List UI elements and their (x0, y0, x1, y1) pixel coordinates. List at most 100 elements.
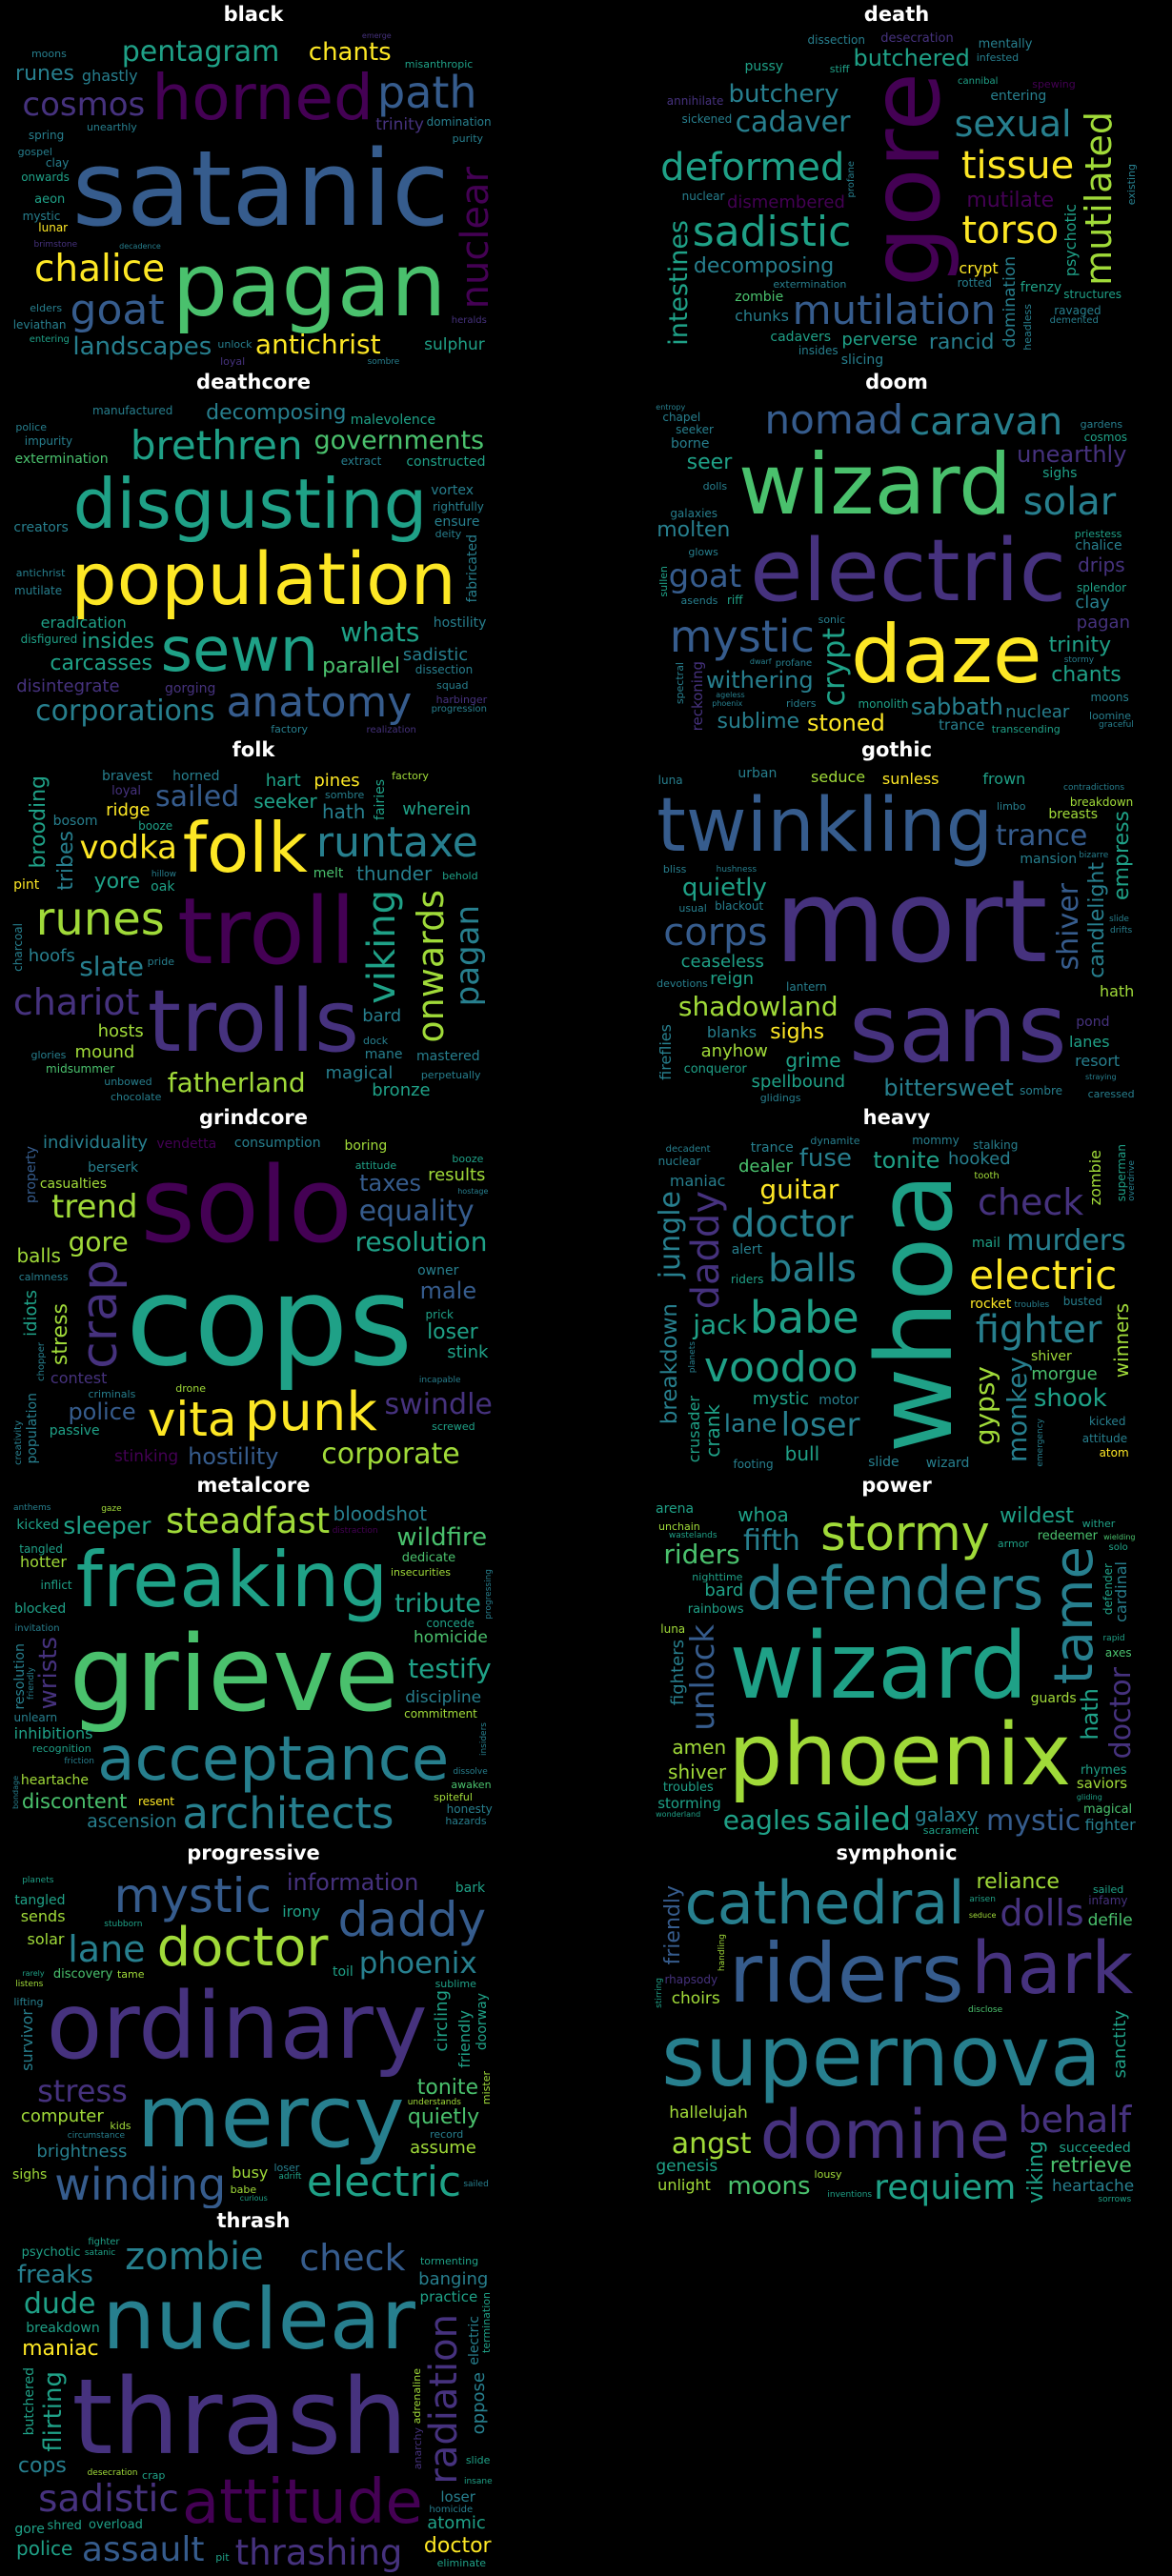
cloud-word: viking (1023, 2140, 1048, 2204)
cloud-word: disfigured (20, 632, 78, 646)
cloud-word: police (68, 1399, 136, 1426)
cloud-word: luna (660, 1621, 686, 1636)
cloud-word: runes (15, 61, 74, 86)
cloud-word: carcasses (50, 652, 152, 676)
cloud-word: sombre (325, 789, 365, 802)
cloud-word: mystic (752, 1388, 810, 1409)
cloud-word: voodoo (703, 1342, 859, 1392)
cloud-word: crank (700, 1403, 724, 1458)
cloud-word: sadistic (38, 2478, 179, 2522)
cloud-word: gore (68, 1226, 129, 1258)
cloud-word: extract (340, 454, 382, 469)
cloud-word: solo (140, 1143, 353, 1266)
cloud-word: toil (332, 1964, 354, 1981)
cloud-word: loser (440, 2487, 475, 2506)
cloud-word: monkey (1000, 1357, 1033, 1463)
cloud-word: pagan (172, 233, 447, 336)
cloud-word: idiots (21, 1289, 42, 1337)
wordcloud-canvas: thrash nuclear attitude thrashing sadistic ra… (10, 2236, 496, 2576)
wordcloud-canvas: cops solo punk crap vita corporate equality tre… (10, 1133, 496, 1473)
cloud-word: circumstance (67, 2131, 126, 2142)
cloud-word: lanes (1068, 1033, 1110, 1052)
cloud-word: stormy (820, 1506, 990, 1563)
cloud-word: punk (244, 1380, 377, 1443)
cloud-word: shook (1033, 1383, 1107, 1413)
cloud-word: arisen (969, 1895, 996, 1905)
cloud-word: nuclear (453, 167, 496, 310)
cloud-word: chocolate (110, 1090, 162, 1103)
cloud-word: circling (431, 1989, 452, 2052)
cloud-word: defenders (746, 1553, 1044, 1623)
cloud-word: rightfully (433, 500, 484, 514)
cloud-word: distraction (332, 1526, 378, 1537)
cloud-word: bloodshot (333, 1501, 428, 1525)
cloud-word: cops (17, 2454, 67, 2479)
cloud-word: guitar (759, 1174, 839, 1206)
cloud-word: hath (322, 800, 366, 824)
cloud-word: lousy (814, 2168, 842, 2182)
cloud-word: manufactured (91, 404, 173, 418)
cloud-word: quietly (407, 2105, 480, 2130)
cloud-word: motor (818, 1392, 859, 1408)
cloud-word: landscapes (72, 332, 212, 361)
cloud-word: sighs (1042, 466, 1078, 482)
cloud-word: bard (704, 1580, 744, 1601)
cloud-word: bark (455, 1880, 486, 1896)
cloud-word: mentally (978, 36, 1033, 51)
cloud-word: requiem (874, 2167, 1017, 2207)
cloud-word: cosmos (22, 86, 146, 125)
cloud-word: invitation (14, 1622, 60, 1634)
cloud-word: dolls (702, 479, 728, 493)
wordcloud-canvas: electric wizard daze mystic nomad caravan sola… (654, 397, 1140, 737)
wordcloud-canvas: whoa babe voodoo electric balls fighter doctor… (654, 1133, 1140, 1473)
cloud-word: phoenix (712, 698, 743, 708)
panel-title: grindcore (198, 1106, 309, 1129)
cloud-word: infested (976, 51, 1020, 65)
cloud-word: tonite (873, 1146, 940, 1174)
cloud-word: ghastly (81, 67, 138, 86)
cloud-word: slide (1109, 914, 1129, 924)
cloud-word: spectral (673, 662, 686, 705)
cloud-word: tissue (960, 143, 1075, 188)
cloud-word: slide (465, 2454, 491, 2467)
cloud-word: incapable (418, 1375, 461, 1385)
cloud-word: tonite (416, 2075, 479, 2100)
cloud-word: population (24, 1392, 40, 1464)
cloud-word: transcending (991, 723, 1061, 736)
cloud-word: wildfire (396, 1522, 488, 1552)
cloud-word: chapel (662, 411, 701, 425)
cloud-word: planets (22, 1876, 54, 1886)
cloud-word: butchered (853, 44, 970, 71)
cloud-word: riders (728, 1926, 964, 2022)
cloud-word: lunar (38, 221, 69, 235)
cloud-word: onwards (410, 889, 453, 1043)
cloud-word: sombre (367, 357, 400, 368)
cloud-word: extermination (14, 451, 109, 467)
cloud-word: ravaged (1054, 303, 1101, 317)
cloud-word: sadistic (692, 208, 852, 257)
cloud-word: babe (749, 1292, 859, 1344)
cloud-word: hooked (947, 1149, 1011, 1170)
cloud-word: loyal (111, 783, 142, 798)
cloud-word: breakdown (1069, 795, 1134, 809)
cloud-word: architects (182, 1788, 394, 1840)
cloud-word: maniac (669, 1172, 726, 1191)
cloud-word: boring (344, 1137, 388, 1154)
cloud-word: shred (47, 2518, 82, 2533)
cloud-word: frenzy (1020, 279, 1062, 295)
cloud-word: squad (436, 678, 469, 692)
cloud-word: straying (1084, 1072, 1117, 1081)
cloud-word: pagan (449, 905, 488, 1007)
cloud-word: steadfast (165, 1500, 331, 1542)
cloud-word: axes (1104, 1646, 1132, 1660)
cloud-word: chopper (36, 1342, 48, 1382)
cloud-word: sadistic (402, 644, 469, 665)
cloud-word: doctor (731, 1201, 854, 1246)
cloud-word: mort (774, 856, 1048, 990)
cloud-word: mansion (1020, 851, 1078, 867)
cloud-word: prick (425, 1308, 454, 1322)
cloud-word: riders (663, 1539, 740, 1571)
cloud-word: resolution (12, 1643, 29, 1710)
cloud-word: reliance (976, 1870, 1060, 1895)
cloud-word: seeker (253, 790, 317, 814)
